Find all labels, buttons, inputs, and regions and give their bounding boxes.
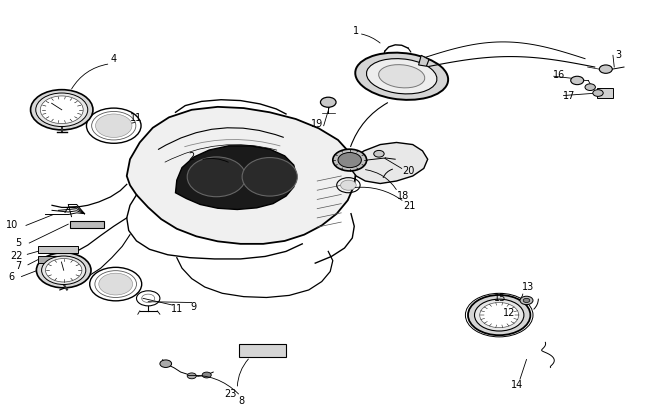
- Circle shape: [99, 273, 133, 295]
- Circle shape: [474, 299, 524, 331]
- Circle shape: [571, 76, 584, 85]
- Text: 8: 8: [239, 396, 245, 406]
- Polygon shape: [127, 107, 356, 244]
- Ellipse shape: [187, 157, 246, 197]
- Circle shape: [31, 90, 93, 130]
- Circle shape: [374, 150, 384, 157]
- FancyBboxPatch shape: [239, 344, 286, 357]
- Ellipse shape: [356, 53, 448, 100]
- Circle shape: [187, 373, 196, 379]
- Ellipse shape: [379, 65, 424, 88]
- Text: 13: 13: [522, 282, 534, 292]
- Circle shape: [320, 97, 336, 107]
- Polygon shape: [419, 55, 429, 66]
- Text: 3: 3: [616, 50, 622, 60]
- Text: 19: 19: [311, 119, 323, 129]
- FancyBboxPatch shape: [70, 221, 104, 228]
- Text: 16: 16: [553, 70, 565, 80]
- FancyBboxPatch shape: [38, 246, 78, 253]
- Text: 11: 11: [171, 304, 183, 314]
- Text: 1: 1: [353, 26, 359, 36]
- Circle shape: [46, 259, 82, 282]
- Text: 18: 18: [397, 191, 409, 201]
- Text: 22: 22: [10, 251, 23, 261]
- Circle shape: [599, 65, 612, 73]
- FancyBboxPatch shape: [597, 88, 613, 98]
- Circle shape: [202, 372, 211, 378]
- Circle shape: [523, 298, 530, 303]
- Circle shape: [36, 253, 91, 288]
- Circle shape: [40, 96, 83, 124]
- Circle shape: [338, 153, 361, 168]
- Circle shape: [333, 149, 367, 171]
- Text: 9: 9: [190, 302, 197, 312]
- Text: 11: 11: [131, 113, 142, 123]
- Text: 14: 14: [511, 380, 523, 390]
- Circle shape: [341, 180, 356, 190]
- Polygon shape: [351, 142, 428, 184]
- Circle shape: [42, 256, 86, 285]
- Polygon shape: [176, 146, 296, 210]
- Circle shape: [480, 303, 519, 328]
- Text: 23: 23: [224, 389, 237, 399]
- Text: 12: 12: [503, 308, 516, 318]
- Ellipse shape: [367, 59, 437, 94]
- Circle shape: [96, 114, 132, 137]
- Circle shape: [520, 296, 533, 305]
- Text: 4: 4: [111, 54, 117, 65]
- Circle shape: [468, 295, 530, 335]
- Circle shape: [593, 90, 603, 96]
- Text: 7: 7: [15, 261, 21, 271]
- Circle shape: [36, 93, 88, 127]
- Circle shape: [160, 360, 172, 367]
- FancyBboxPatch shape: [38, 256, 67, 263]
- Ellipse shape: [242, 158, 298, 196]
- Text: 5: 5: [15, 238, 21, 248]
- Text: 2: 2: [188, 152, 195, 162]
- Text: 20: 20: [402, 166, 415, 176]
- Text: 21: 21: [403, 201, 416, 211]
- Text: 10: 10: [6, 220, 18, 230]
- Text: 17: 17: [562, 91, 575, 101]
- Circle shape: [585, 84, 595, 91]
- Text: 6: 6: [8, 272, 15, 282]
- Text: 15: 15: [494, 293, 507, 303]
